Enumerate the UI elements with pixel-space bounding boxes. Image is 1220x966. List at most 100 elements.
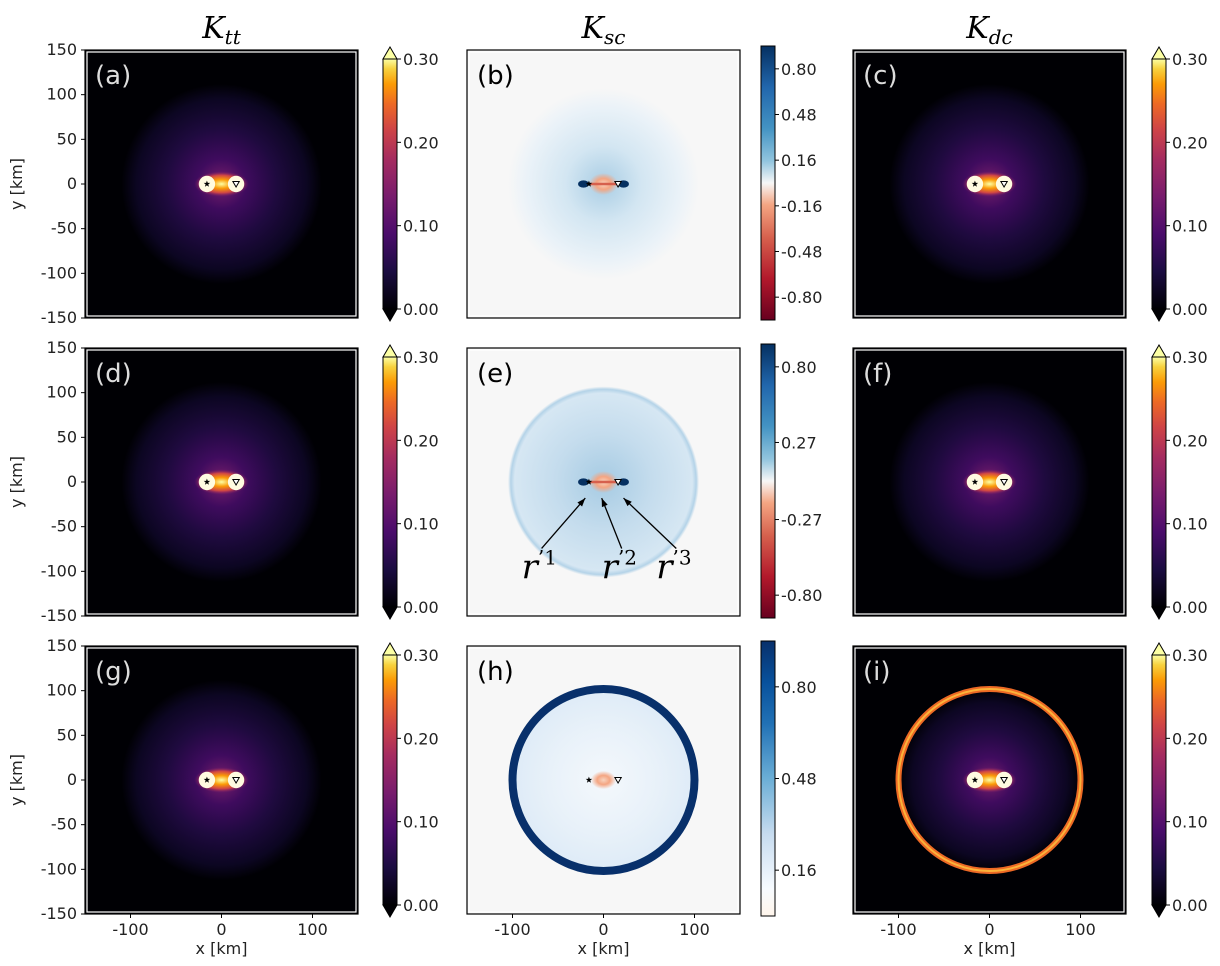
panels: (a) 150 100 50 0 -50 -100 -150 y [km] 0.00 0.10 0.2… [7, 40, 1208, 958]
colorbar-tick-label: 0.48 [781, 770, 817, 789]
colorbar-tick-label: 0.10 [403, 217, 439, 236]
colorbar-tick-label: 0.10 [403, 515, 439, 534]
axes-inner-frame [86, 51, 357, 317]
y-tick-label: -100 [41, 561, 77, 580]
colorbar-i: 0.00 0.10 0.20 0.30 [1151, 642, 1208, 918]
colorbar-tick-label: 0.30 [1172, 646, 1208, 665]
panel-b: (b) -0.80 -0.48 -0.16 0.16 0.48 0.80 [466, 45, 822, 321]
source-star-icon [585, 776, 593, 783]
x-tick-label: -100 [880, 920, 916, 939]
axes-inner-frame [86, 647, 357, 913]
x-tick-label: 0 [598, 920, 608, 939]
receiver-triangle-icon [999, 479, 1009, 486]
colorbar-tick-label: 0.16 [781, 861, 817, 880]
colorbar-tick-label: 0.30 [1172, 348, 1208, 367]
axes-inner-frame [854, 647, 1125, 913]
colorbar-max-extend [382, 642, 398, 656]
colorbar-tick-label: -0.48 [781, 243, 822, 262]
y-tick-label: 0 [67, 174, 77, 193]
colorbar-tick-label: 0.20 [1172, 133, 1208, 152]
source-star-icon [585, 478, 593, 485]
panel-label: (g) [95, 657, 132, 687]
colorbar-min-extend [382, 904, 398, 918]
y-tick-label: 0 [67, 472, 77, 491]
receiver-triangle-icon [999, 181, 1009, 188]
colorbar-max-extend [1151, 642, 1167, 656]
y-tick-label: 150 [46, 338, 77, 357]
colorbar-c: 0.00 0.10 0.20 0.30 [1151, 46, 1208, 322]
colorbar-tick-label: 0.20 [403, 729, 439, 748]
annotation-arrow [541, 497, 586, 549]
colorbar-tick-label: 0.20 [403, 133, 439, 152]
axes-inner-frame [86, 349, 357, 615]
axes-inner-frame [468, 349, 739, 615]
source-star-icon [971, 478, 979, 485]
x-tick-label: 0 [984, 920, 994, 939]
colorbar-d: 0.00 0.10 0.20 0.30 [382, 344, 439, 620]
heatmap-h [467, 646, 740, 914]
colorbar-gradient [1151, 654, 1167, 906]
x-tick-label: -100 [494, 920, 530, 939]
colorbar-gradient [1151, 356, 1167, 608]
y-tick-label: 100 [46, 681, 77, 700]
axes-inner-frame [468, 647, 739, 913]
receiver-triangle-icon [613, 479, 623, 486]
y-tick-label: 0 [67, 770, 77, 789]
colorbar-b: -0.80 -0.48 -0.16 0.16 0.48 0.80 [760, 45, 822, 321]
x-tick-label: 0 [216, 920, 226, 939]
axes-frame [852, 347, 1127, 617]
annotation-arrow [601, 497, 623, 549]
source-lobe [578, 478, 589, 486]
colorbar-tick-label: 0.30 [403, 646, 439, 665]
panel-label: (a) [95, 61, 131, 91]
annotation-arrowhead [601, 498, 608, 508]
colorbar-tick-label: 0.20 [403, 431, 439, 450]
panel-i: (i) -100 0 100 x [km] 0.00 0.10 0.20 0.30 [852, 642, 1208, 958]
annotation-arrowhead [577, 498, 586, 507]
colorbar-tick-label: 0.10 [1172, 515, 1208, 534]
y-tick-label: -50 [51, 219, 77, 238]
annotation-r-prime-3: r’3 [656, 545, 691, 587]
colorbar-max-extend [1151, 344, 1167, 358]
colorbar-tick-label: 0.20 [1172, 431, 1208, 450]
x-axis-label: x [km] [578, 939, 630, 958]
y-tick-label: -100 [41, 859, 77, 878]
colorbar-gradient [382, 356, 398, 608]
heatmap-i [853, 646, 1126, 914]
y-tick-label: -50 [51, 815, 77, 834]
colorbar-gradient [760, 640, 776, 917]
y-axis-label: y [km] [7, 158, 26, 210]
y-axis-label: y [km] [7, 754, 26, 806]
receiver-triangle-icon [231, 777, 241, 784]
colorbar-tick-label: 0.00 [1172, 896, 1208, 915]
y-axis-label: y [km] [7, 456, 26, 508]
x-axis-label: x [km] [196, 939, 248, 958]
kernel-core [590, 770, 617, 790]
colorbar-tick-label: 0.10 [403, 813, 439, 832]
panel-label: (i) [863, 657, 891, 687]
colorbar-min-extend [1151, 308, 1167, 322]
colorbar-max-extend [382, 46, 398, 60]
colorbar-min-extend [1151, 904, 1167, 918]
column-title-3: Kdc [965, 11, 1012, 49]
source-star-icon [203, 180, 211, 187]
x-axis-label: x [km] [964, 939, 1016, 958]
x-tick-label: 100 [297, 920, 328, 939]
colorbar-gradient [760, 343, 776, 619]
colorbar-f: 0.00 0.10 0.20 0.30 [1151, 344, 1208, 620]
axes-frame [852, 49, 1127, 319]
column-titles: Ktt Ksc Kdc [201, 11, 1012, 49]
annotation-arrow [623, 497, 677, 549]
axes-frame [466, 49, 741, 319]
receiver-triangle-icon [613, 181, 623, 188]
colorbar-gradient [1151, 58, 1167, 310]
source-star-icon [971, 180, 979, 187]
colorbar-tick-label: 0.80 [781, 678, 817, 697]
column-title-2: Ksc [581, 11, 626, 49]
heatmap-d [85, 348, 358, 616]
colorbar-tick-label: 0.10 [1172, 217, 1208, 236]
panel-label: (e) [477, 359, 513, 389]
panel-a: (a) 150 100 50 0 -50 -100 -150 y [km] 0.00 0.10 0.2… [7, 40, 439, 327]
source-star-icon [971, 776, 979, 783]
